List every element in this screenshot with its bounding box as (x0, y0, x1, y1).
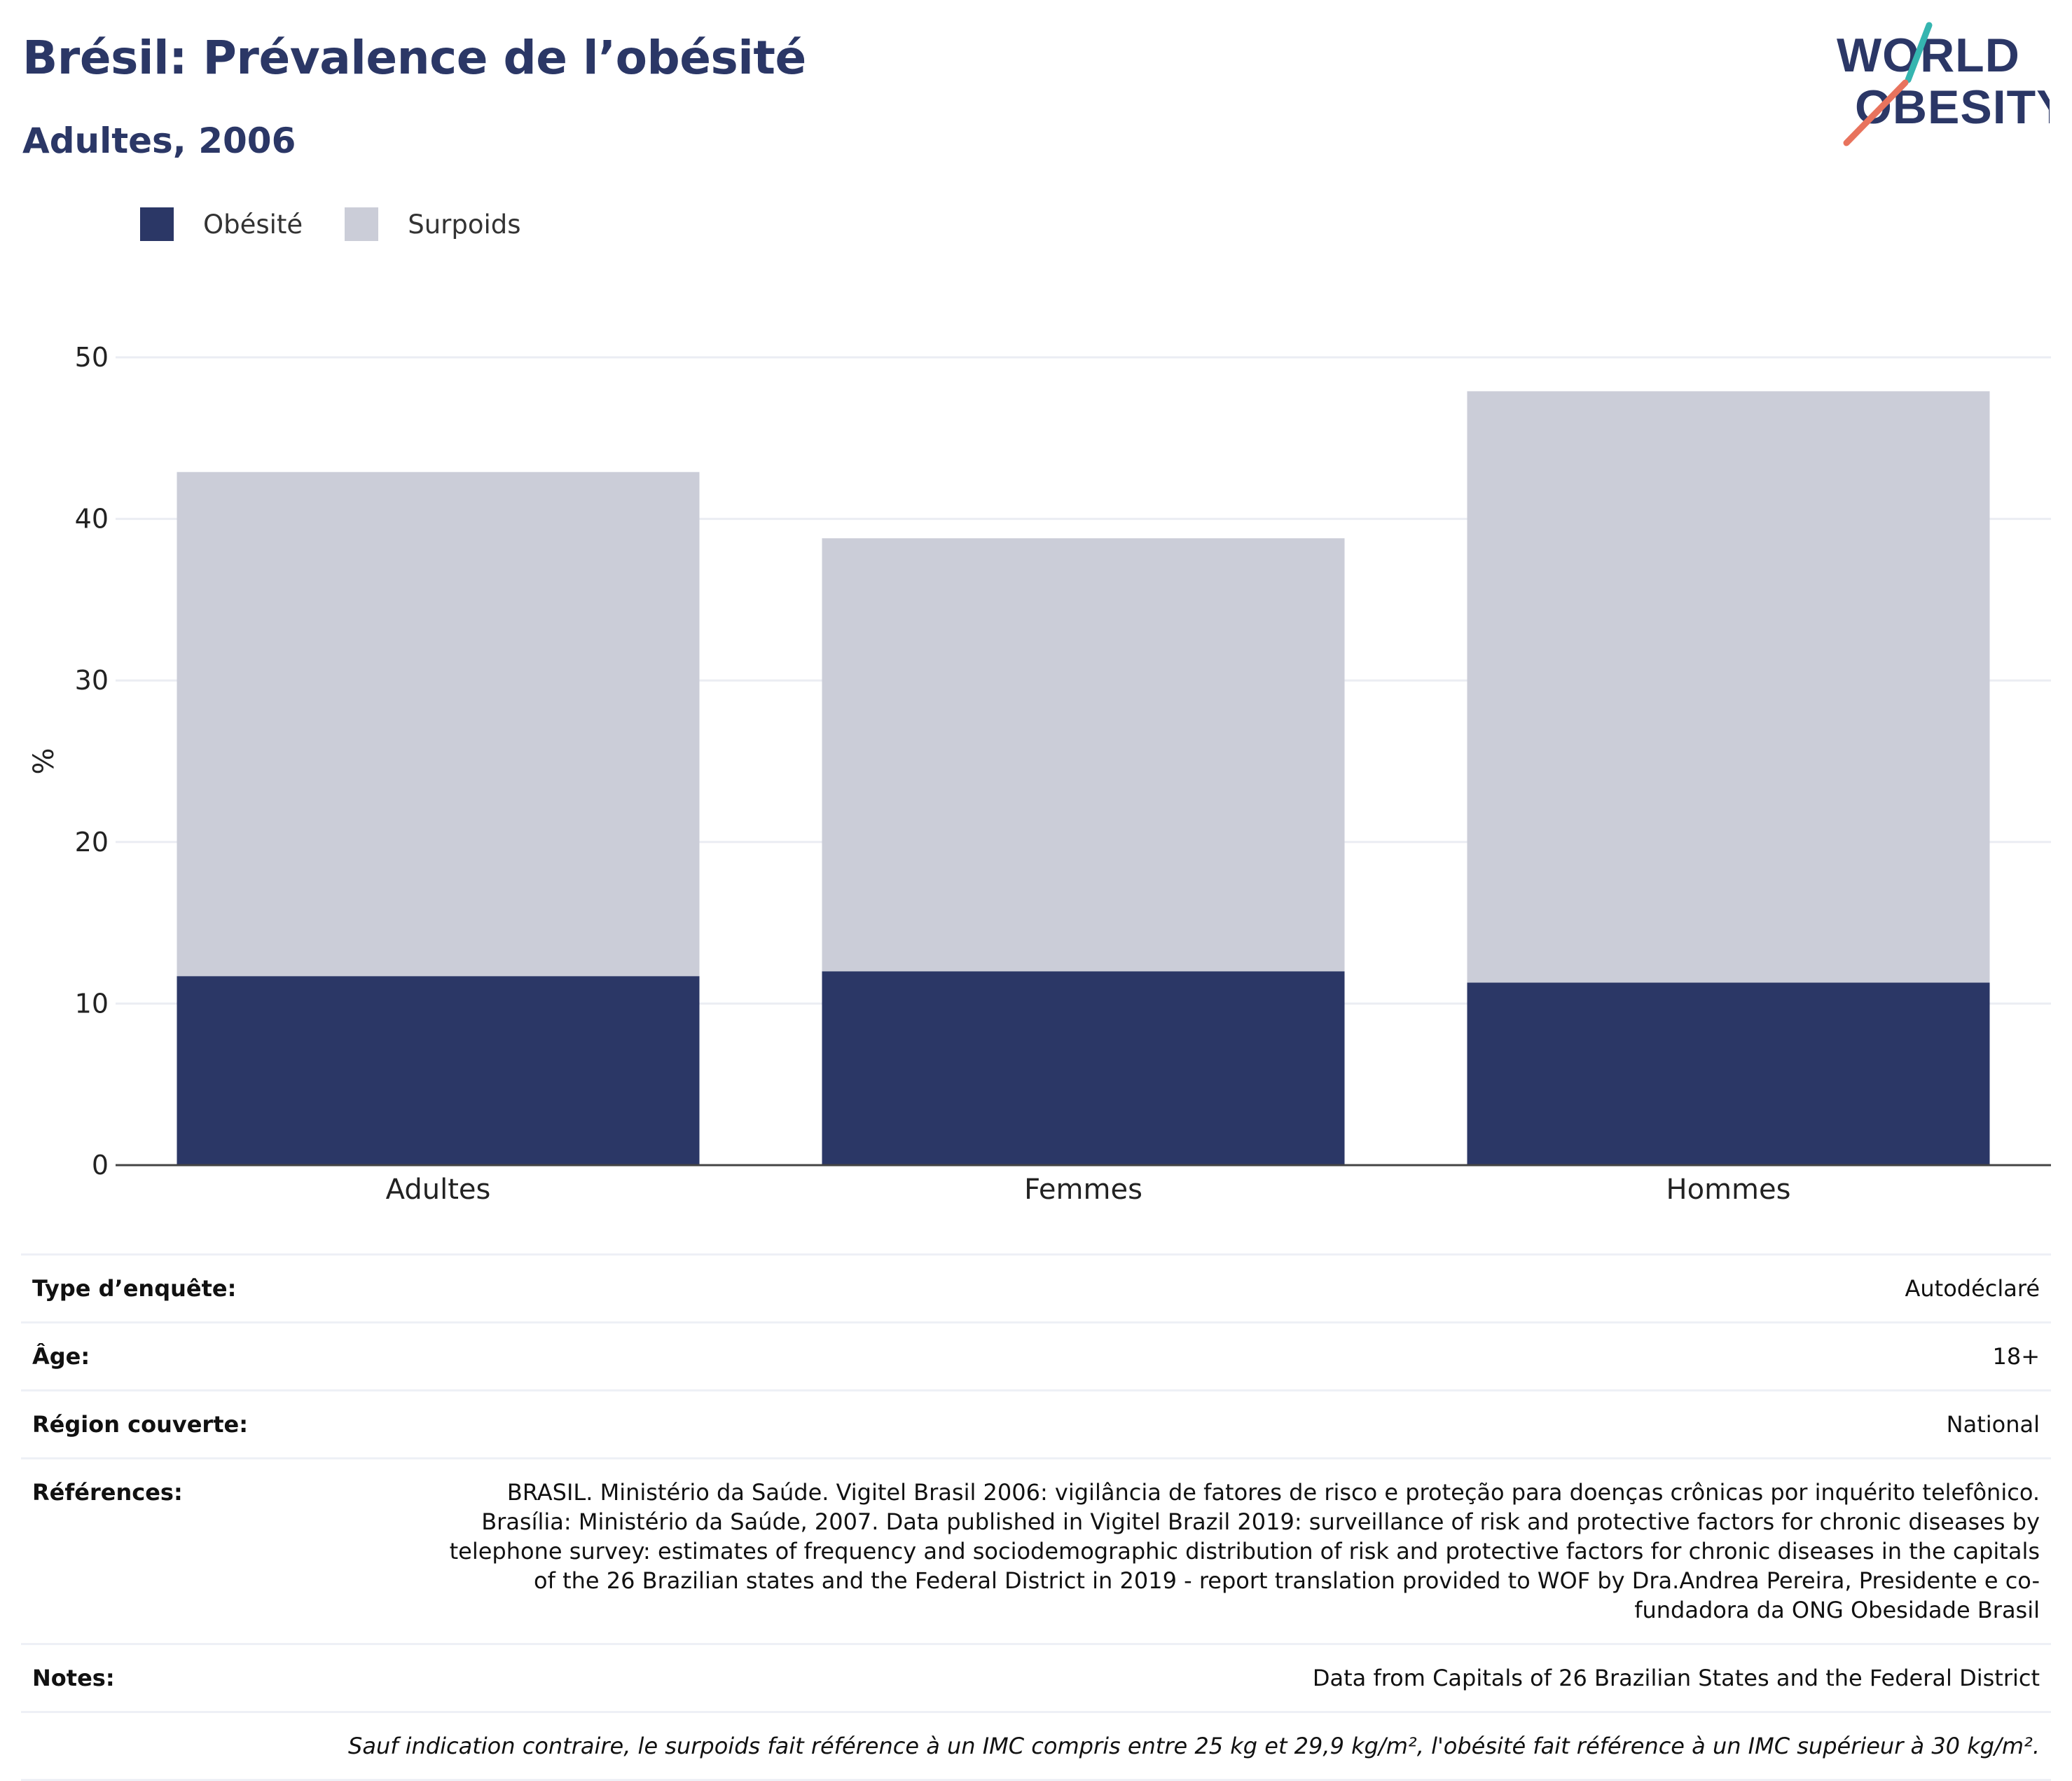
meta-row-references: Références: BRASIL. Ministério da Saúde.… (21, 1457, 2051, 1643)
age-value: 18+ (1992, 1343, 2040, 1370)
meta-row-region: Région couverte: National (21, 1389, 2051, 1457)
notes-value: Data from Capitals of 26 Brazilian State… (1312, 1665, 2040, 1691)
meta-row-footnote: Sauf indication contraire, le surpoids f… (21, 1711, 2051, 1781)
bar-surpoids-adultes (177, 472, 700, 977)
survey-type-label: Type d’enquête: (32, 1275, 237, 1302)
legend-label-surpoids: Surpoids (408, 209, 521, 240)
logo-line-2: OBESITY (1855, 81, 2050, 134)
region-label: Région couverte: (32, 1411, 248, 1438)
bar-surpoids-femmes (822, 538, 1345, 972)
y-tick-label: 50 (75, 342, 109, 373)
meta-row-notes: Notes: Data from Capitals of 26 Brazilia… (21, 1643, 2051, 1711)
logo-line-1: WORLD (1837, 29, 2020, 82)
y-tick-label: 0 (92, 1150, 109, 1181)
stacked-bar-chart: 0 10 20 30 40 50% Adultes Femmes Hommes (28, 342, 2051, 1206)
logo-slash-coral (1843, 79, 1909, 146)
survey-type-value: Autodéclaré (1905, 1275, 2040, 1302)
region-value: National (1946, 1411, 2040, 1438)
bar-obesite-hommes (1467, 982, 1990, 1165)
y-tick-label: 40 (75, 504, 109, 535)
legend-item-surpoids[interactable]: Surpoids (345, 207, 521, 241)
x-tick-label: Femmes (1024, 1174, 1142, 1206)
y-axis-label: % (28, 748, 60, 774)
x-tick-label: Adultes (386, 1174, 491, 1206)
y-tick-label: 20 (75, 827, 109, 858)
page-subtitle: Adultes, 2006 (22, 121, 296, 161)
references-value: BRASIL. Ministério da Saúde. Vigitel Bra… (449, 1479, 2040, 1623)
metadata-table: Type d’enquête: Autodéclaré Âge: 18+ Rég… (21, 1253, 2051, 1781)
legend-swatch-surpoids (345, 207, 379, 241)
logo-slash-teal (1905, 22, 1933, 83)
legend-label-obesite: Obésité (203, 209, 303, 240)
y-tick-label: 10 (75, 988, 109, 1019)
x-tick-label: Hommes (1666, 1174, 1791, 1206)
y-tick-label: 30 (75, 665, 109, 696)
references-label: Références: (32, 1479, 183, 1506)
chart-legend: Obésité Surpoids (140, 207, 563, 241)
meta-row-survey: Type d’enquête: Autodéclaré (21, 1253, 2051, 1321)
age-label: Âge: (32, 1343, 90, 1370)
footnote-text: Sauf indication contraire, le surpoids f… (348, 1733, 2040, 1759)
bar-surpoids-hommes (1467, 391, 1990, 983)
bar-obesite-femmes (822, 971, 1345, 1165)
legend-item-obesite[interactable]: Obésité (140, 207, 303, 241)
page-title: Brésil: Prévalence de l’obésité (22, 31, 806, 85)
legend-swatch-obesite (140, 207, 174, 241)
bar-obesite-adultes (177, 976, 700, 1165)
meta-row-age: Âge: 18+ (21, 1321, 2051, 1389)
notes-label: Notes: (32, 1665, 115, 1691)
world-obesity-logo: WORLD OBESITY (1837, 22, 2050, 146)
